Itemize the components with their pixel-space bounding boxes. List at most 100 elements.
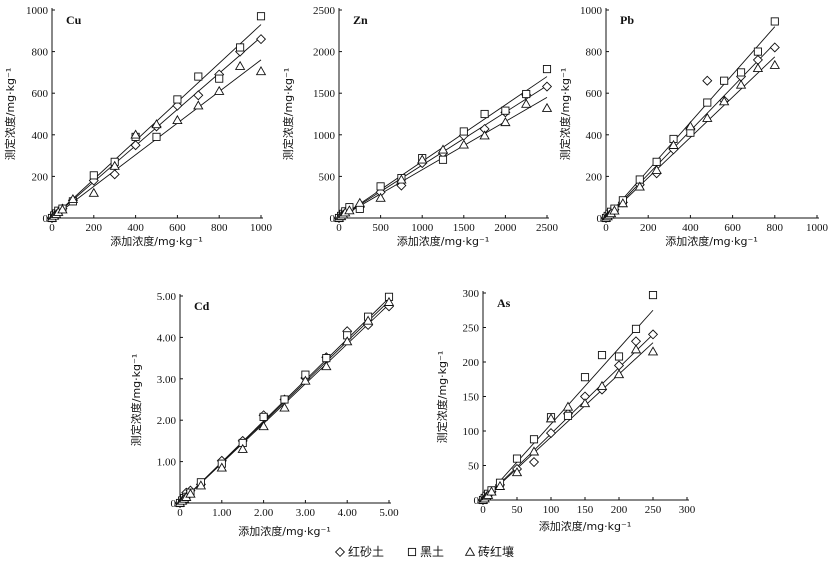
x-tick-label: 2.00	[254, 507, 274, 519]
series-square	[601, 17, 779, 223]
data-point	[185, 488, 196, 498]
data-point	[322, 354, 331, 363]
panel-title: Cd	[194, 299, 210, 313]
panel-as: 0 50 100 150 200 250 300 0 50 100 150 200 250 300 As 添加…	[435, 288, 696, 533]
y-axis-label: 测定浓度/mg·kg⁻¹	[129, 354, 143, 446]
data-point	[215, 74, 224, 83]
legend-marker-square	[407, 547, 417, 557]
x-tick-label: 800	[767, 222, 784, 234]
data-point	[529, 435, 539, 444]
data-point	[720, 76, 729, 85]
x-tick-label: 1.00	[212, 507, 232, 519]
data-point	[647, 346, 659, 356]
data-point	[596, 380, 608, 390]
x-tick-label: 3.00	[296, 507, 316, 519]
y-tick-label: 600	[586, 88, 603, 100]
data-point	[486, 486, 497, 496]
data-point	[216, 462, 227, 472]
data-point	[528, 446, 540, 456]
y-tick-label: 200	[586, 171, 603, 183]
data-point	[563, 411, 573, 420]
data-point	[256, 12, 266, 21]
data-point	[342, 336, 353, 346]
x-tick-label: 0	[336, 222, 342, 234]
panel-pb: 0 200 400 600 800 1000 0 200 400 600 800 1000 Pb 添加浓度…	[558, 5, 829, 248]
x-tick-label: 300	[679, 504, 696, 516]
y-tick-label: 400	[32, 130, 49, 142]
legend-label: 黑土	[420, 545, 444, 559]
data-point	[321, 361, 332, 371]
y-tick-label: 1.00	[157, 457, 177, 469]
data-point	[597, 351, 607, 360]
data-point	[279, 402, 290, 412]
y-tick-label: 1000	[313, 130, 336, 142]
data-point	[344, 205, 355, 215]
data-point	[109, 169, 120, 180]
data-point	[300, 375, 311, 385]
x-tick-label: 150	[577, 504, 594, 516]
data-point	[89, 171, 98, 180]
y-tick-label: 1000	[580, 5, 603, 17]
data-point	[511, 467, 523, 477]
y-tick-label: 0	[330, 213, 336, 225]
data-point	[769, 59, 780, 69]
y-tick-label: 800	[586, 47, 603, 59]
data-point	[769, 42, 780, 53]
series-triangle	[174, 296, 395, 507]
data-point	[617, 198, 629, 208]
data-point	[703, 98, 712, 107]
data-point	[130, 140, 141, 151]
data-point	[702, 112, 713, 122]
data-point	[67, 193, 79, 204]
data-point	[631, 324, 641, 333]
series-square	[47, 12, 266, 223]
y-axis-label: 测定浓度/mg·kg⁻¹	[3, 68, 17, 160]
x-tick-label: 200	[611, 504, 628, 516]
data-point	[613, 369, 625, 379]
y-axis-label: 测定浓度/mg·kg⁻¹	[281, 68, 295, 160]
data-point	[437, 144, 449, 154]
x-tick-label: 100	[543, 504, 560, 516]
y-tick-label: 0	[171, 498, 177, 510]
y-tick-label: 5.00	[157, 291, 177, 303]
panel-title: As	[497, 296, 511, 310]
data-point	[280, 395, 289, 404]
data-point	[542, 65, 552, 74]
data-point	[255, 66, 267, 76]
x-tick-label: 600	[169, 222, 186, 234]
data-point	[668, 139, 679, 149]
data-point	[545, 428, 557, 439]
panel-title: Zn	[353, 13, 368, 27]
panel-cd: 0 1.00 2.00 3.00 4.00 5.00 0 1.00 2.00 3.00 4.00 5.…	[129, 291, 399, 538]
data-point	[614, 352, 624, 361]
y-tick-label: 1000	[26, 5, 49, 17]
y-tick-label: 600	[32, 88, 49, 100]
data-point	[237, 443, 248, 453]
x-tick-label: 400	[127, 222, 144, 234]
y-tick-label: 3.00	[157, 374, 177, 386]
legend-label: 红砂土	[348, 544, 384, 559]
y-tick-label: 150	[463, 392, 480, 404]
x-tick-label: 1000	[806, 222, 829, 234]
x-tick-label: 1000	[250, 222, 273, 234]
data-point	[521, 98, 532, 108]
x-tick-label: 0	[177, 507, 183, 519]
y-tick-label: 200	[32, 171, 49, 183]
x-tick-label: 4.00	[338, 507, 358, 519]
data-point	[541, 81, 553, 92]
data-point	[528, 457, 540, 468]
data-point	[354, 197, 365, 207]
data-point	[609, 205, 620, 215]
data-point	[376, 182, 385, 191]
panel-cu: 0 200 400 600 800 1000 0 200 400 600 800 1000 Cu 添加浓度…	[3, 5, 273, 248]
data-point	[541, 102, 553, 112]
data-point	[236, 43, 245, 52]
data-point	[383, 296, 395, 306]
data-point	[753, 47, 762, 56]
y-axis-label: 测定浓度/mg·kg⁻¹	[558, 68, 572, 160]
x-axis-label: 添加浓度/mg·kg⁻¹	[110, 234, 202, 248]
x-tick-label: 800	[211, 222, 228, 234]
data-point	[172, 114, 183, 124]
x-tick-label: 200	[86, 222, 103, 234]
data-point	[375, 192, 386, 202]
